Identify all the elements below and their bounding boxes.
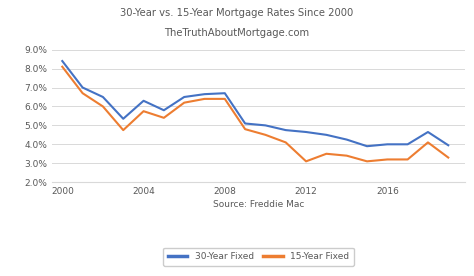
Text: TheTruthAboutMortgage.com: TheTruthAboutMortgage.com	[164, 28, 310, 38]
X-axis label: Source: Freddie Mac: Source: Freddie Mac	[213, 200, 304, 209]
Text: 30-Year vs. 15-Year Mortgage Rates Since 2000: 30-Year vs. 15-Year Mortgage Rates Since…	[120, 8, 354, 18]
Legend: 30-Year Fixed, 15-Year Fixed: 30-Year Fixed, 15-Year Fixed	[163, 248, 354, 266]
